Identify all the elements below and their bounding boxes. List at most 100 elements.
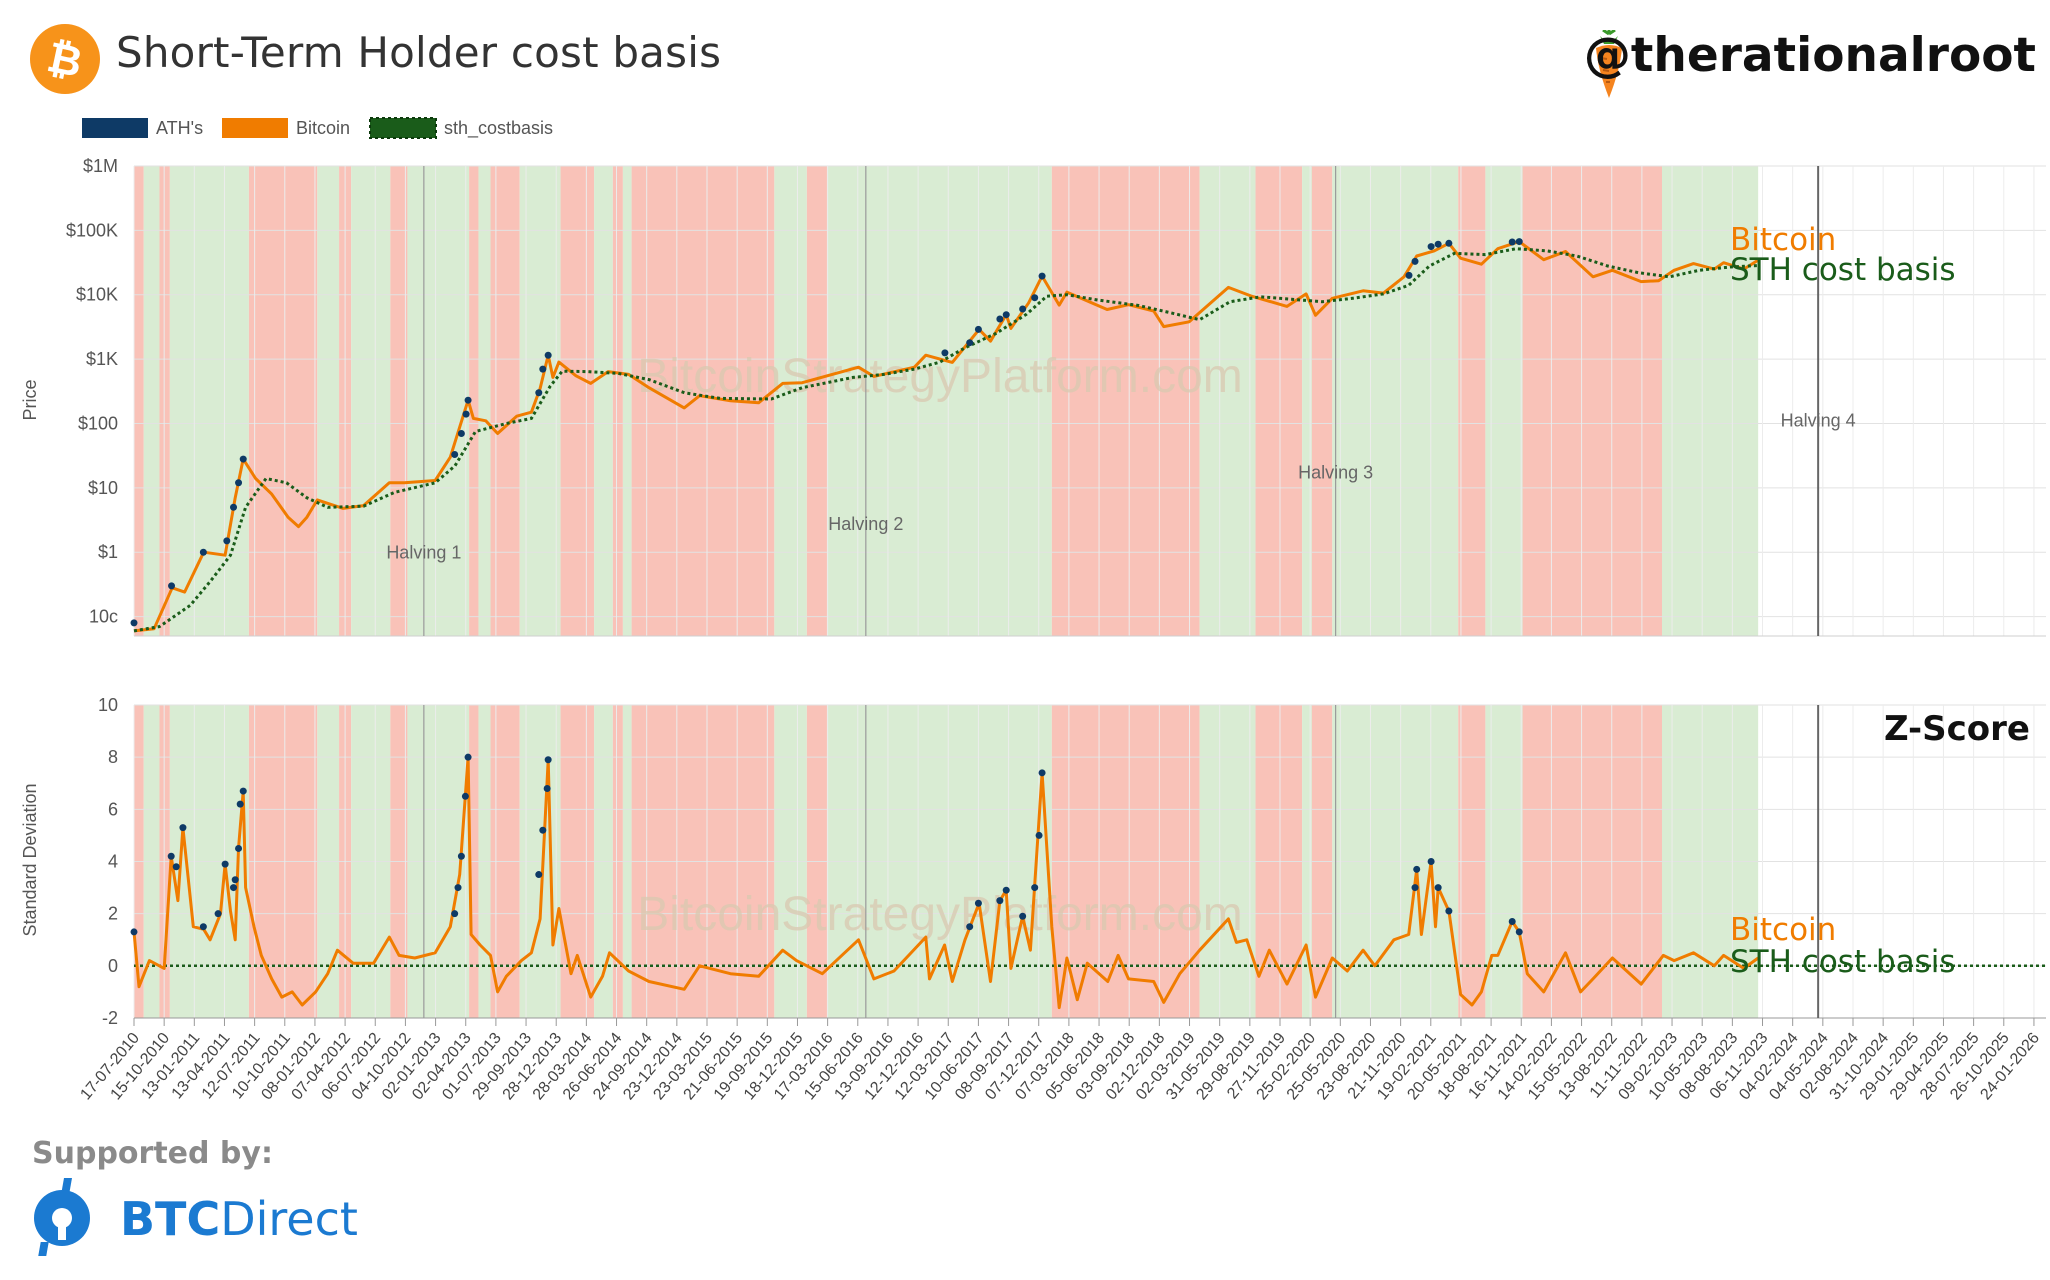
zscore-ath-point: [464, 753, 472, 761]
supported-by-label: Supported by:: [32, 1136, 273, 1171]
bear-regime-band: [1255, 166, 1303, 636]
end-label-sth-top: STH cost basis: [1730, 252, 1956, 288]
zscore-ath-point: [221, 860, 229, 868]
price-tick-label: $10K: [76, 285, 118, 305]
halving-label: Halving 4: [1781, 410, 1856, 430]
zscore-ath-point: [1038, 769, 1046, 777]
zscore-ath-point: [236, 800, 244, 808]
bitcoin-price-line: [133, 240, 1759, 633]
ath-point: [974, 325, 982, 333]
zscore-y-ticks: -2 0 2 4 6 8 10: [98, 695, 118, 1028]
bear-regime-band: [248, 166, 318, 636]
ath-point: [1405, 271, 1413, 279]
end-label-bitcoin-bottom: Bitcoin: [1730, 912, 1836, 948]
sponsor-name: BTCDirect: [120, 1192, 358, 1246]
zscore-ath-point: [235, 844, 243, 852]
zscore-ath-point: [1035, 831, 1043, 839]
legend-label-aths: ATH's: [156, 118, 203, 138]
ath-point: [199, 548, 207, 556]
zscore-ath-point: [179, 824, 187, 832]
zscore-ath-point: [1019, 912, 1027, 920]
ath-point: [451, 450, 459, 458]
bull-regime-band: [774, 166, 807, 636]
ath-point: [235, 479, 243, 487]
bitcoin-logo-icon: ₿: [30, 24, 100, 94]
ath-point: [1019, 305, 1027, 313]
halving-markers-top: Halving 1 Halving 2 Halving 3 Halving 4: [386, 166, 1856, 636]
bull-regime-band: [169, 166, 249, 636]
bull-regime-band: [1332, 166, 1459, 636]
ath-point: [1002, 311, 1010, 319]
bear-regime-band: [1311, 166, 1333, 636]
zscore-ath-point: [1508, 917, 1516, 925]
zscore-ath-point: [966, 923, 974, 931]
bear-regime-band: [469, 166, 479, 636]
zscore-ath-point: [1411, 884, 1419, 892]
zscore-ath-point: [974, 899, 982, 907]
bear-regime-band: [390, 166, 408, 636]
bull-regime-band: [622, 166, 632, 636]
halving-label: Halving 1: [386, 542, 461, 562]
zscore-ath-point: [172, 863, 180, 871]
sth-costbasis-line: [133, 247, 1759, 633]
legend-item-bitcoin[interactable]: Bitcoin: [222, 118, 350, 138]
price-tick-label: $100K: [66, 220, 118, 240]
zscore-ath-point: [996, 897, 1004, 905]
end-label-bitcoin-top: Bitcoin: [1730, 222, 1836, 258]
ath-point: [1038, 272, 1046, 280]
ath-point: [1031, 294, 1039, 302]
ath-point: [1411, 257, 1419, 265]
bull-regime-band: [407, 166, 470, 636]
zscore-chart: -2 0 2 4 6 8 10 Standard Deviation BitcoinStra…: [20, 695, 2046, 1103]
price-tick-label: $1K: [86, 349, 118, 369]
ath-point: [539, 365, 547, 373]
bull-regime-band: [594, 166, 613, 636]
ath-point: [1427, 243, 1435, 251]
zscore-axis-label: Standard Deviation: [20, 783, 40, 936]
price-tick-label: $100: [78, 413, 118, 433]
price-series: [130, 238, 1759, 633]
legend-label-bitcoin: Bitcoin: [296, 118, 350, 138]
zscore-ath-point: [454, 884, 462, 892]
zscore-tick-label: 0: [108, 956, 118, 976]
end-label-sth-bottom: STH cost basis: [1730, 944, 1956, 980]
ath-point: [1508, 238, 1516, 246]
halving-label: Halving 3: [1298, 462, 1373, 482]
legend-item-sth-costbasis[interactable]: sth_costbasis: [369, 117, 553, 139]
legend-label-sth-costbasis: sth_costbasis: [444, 118, 553, 139]
ath-point: [230, 503, 238, 511]
zscore-tick-label: 10: [98, 695, 118, 715]
price-tick-label: $1M: [83, 156, 118, 176]
date-x-ticks: 17-07-201015-10-201013-01-201113-04-2011…: [77, 1018, 2043, 1103]
ath-point: [462, 410, 470, 418]
price-tick-label: $1: [98, 542, 118, 562]
zscore-ath-point: [544, 756, 552, 764]
zscore-ath-point: [199, 923, 207, 931]
charts-svg: ATH's Bitcoin sth_costbasis 10c $1 $10 $100…: [20, 117, 2046, 1103]
bear-regime-band: [612, 166, 623, 636]
ath-point: [966, 339, 974, 347]
zscore-title: Z-Score: [1884, 709, 2030, 749]
zscore-ath-point: [457, 852, 465, 860]
ath-point: [130, 619, 138, 627]
ath-point: [535, 389, 543, 397]
zscore-ath-point: [231, 876, 239, 884]
ath-point: [464, 396, 472, 404]
zscore-series: [130, 753, 2046, 1010]
zscore-ath-point: [1031, 884, 1039, 892]
ath-point: [544, 351, 552, 359]
zscore-ath-point: [461, 792, 469, 800]
bear-regime-band: [490, 166, 520, 636]
zscore-tick-label: 2: [108, 904, 118, 924]
ath-point: [1434, 240, 1442, 248]
legend-item-aths[interactable]: ATH's: [82, 118, 203, 138]
ath-point: [168, 582, 176, 590]
zscore-ath-point: [239, 787, 247, 795]
ath-point: [239, 455, 247, 463]
zscore-ath-point: [130, 928, 138, 936]
zscore-ath-point: [167, 852, 175, 860]
zscore-ath-point: [535, 871, 543, 879]
zscore-ath-point: [543, 784, 551, 792]
bear-regime-band: [159, 166, 170, 636]
ath-point: [1445, 239, 1453, 247]
